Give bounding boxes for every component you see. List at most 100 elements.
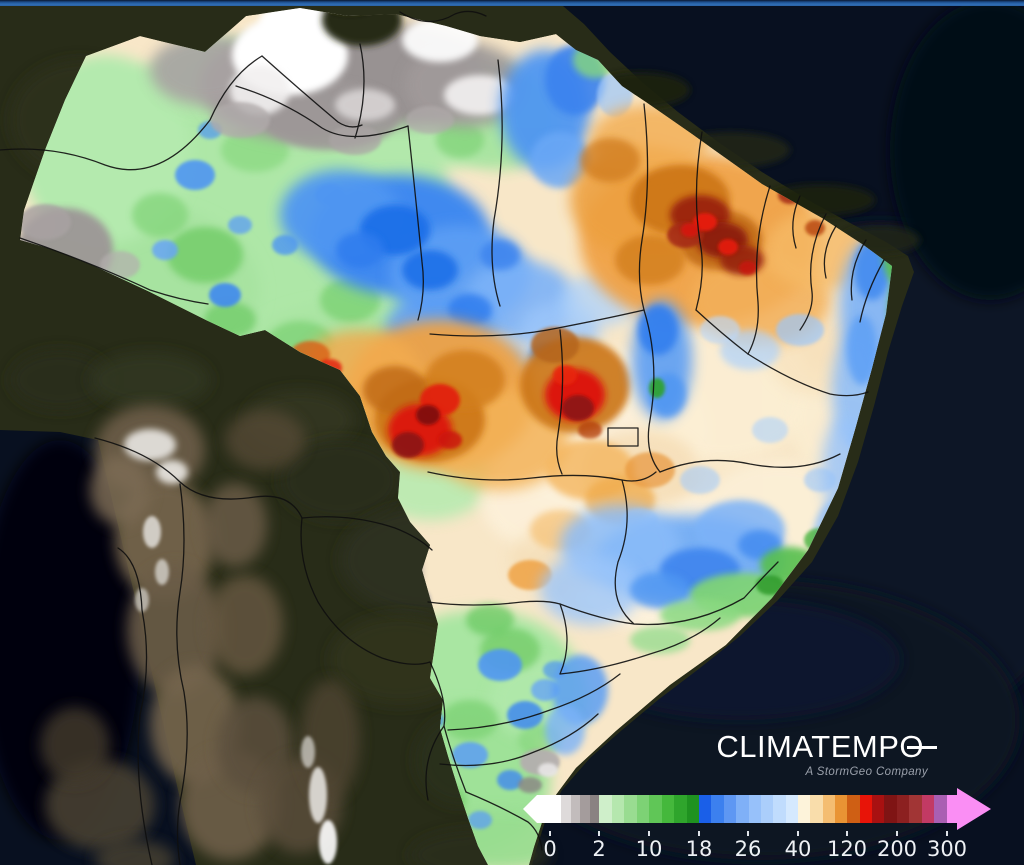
map-blob [847,315,877,385]
state-country-borders [0,10,885,865]
map-blob [562,395,594,421]
tick-label: 0 [543,837,557,861]
map-blob [442,700,498,740]
precipitation-field [20,8,892,865]
map-blob [152,240,178,260]
map-blob [638,305,678,355]
colorbar-segment [798,795,811,823]
brand-wordmark: CLIMATEMPO [716,731,940,762]
border-line [659,453,841,473]
map-blob [448,294,492,326]
map-blob [436,122,484,158]
colorbar-segment [859,795,873,823]
map-blob [175,160,215,190]
map-blob [531,327,579,363]
border-line [354,43,365,139]
map-blob [805,220,825,236]
map-blob [756,575,784,595]
map-blob [322,8,402,46]
map-blob [416,405,440,425]
map-blob [40,707,110,783]
colorbar-segment [847,795,860,823]
map-blob [890,0,1024,300]
colorbar [537,795,957,823]
map-blob [132,193,188,237]
precip-scale-legend: 0 2 10 18 26 40 120 200 300 [523,788,991,864]
map-blob [718,239,738,255]
tick-label: 120 [826,837,868,861]
border-line [695,131,703,311]
colorbar-segment [748,795,761,823]
colorbar-segment [773,795,786,823]
colorbar-ticks: 0 2 10 18 26 40 120 200 300 [537,830,991,864]
map-blob [480,240,520,270]
map-blob [497,770,523,790]
tick-label: 40 [784,837,812,861]
tick-mark [598,831,600,836]
colorbar-segment [624,795,637,823]
colorbar-segment [636,795,649,823]
map-blob [615,235,685,285]
map-blob [625,452,675,488]
map-blob [203,483,267,567]
map-blob [578,421,602,439]
map-blob [207,575,283,675]
border-line [300,517,431,665]
border-line [559,603,721,675]
colorbar-segment [674,795,687,823]
colorbar-segment [611,795,624,823]
map-blob [531,679,559,701]
logo-o: O [899,731,938,762]
map-blob [553,365,577,385]
map-blob [90,455,150,525]
map-blob [580,138,640,182]
map-blob [700,316,740,344]
border-line [747,185,771,355]
border-line [425,725,445,801]
border-line [407,125,424,321]
map-blob [228,216,252,234]
colorbar-segment [921,795,935,823]
map-blob [225,410,305,470]
logo-o-dash-icon [907,745,938,749]
map-blob [301,736,315,768]
colorbar-segment [785,795,799,823]
precipitation-blobs [20,8,892,865]
tick-mark [648,831,650,836]
map-blob [135,588,149,612]
map-blob [466,604,514,636]
brand-tagline: A StormGeo Company [805,766,928,778]
colorbar-segment [723,795,737,823]
map-blob [209,283,241,307]
colorbar-segment [909,795,922,823]
border-line [19,237,209,305]
colorbar-segment [934,795,947,823]
map-blob [545,705,585,755]
tick-mark [846,831,848,836]
map-blob [680,466,720,494]
colorbar-segment [946,795,957,823]
map-blob [329,125,381,155]
map-blob [335,89,395,121]
map-blob [438,431,462,449]
map-blob [90,352,210,408]
map-blob [155,559,169,585]
colorbar-segment [661,795,674,823]
scale-right-arrow-icon [956,788,991,830]
map-blob [518,777,542,793]
colorbar-segment [835,795,848,823]
border-line [747,353,869,397]
border-line [823,225,837,279]
map-blob [406,106,454,134]
colorbar-segment [736,795,749,823]
colorbar-segment [711,795,724,823]
border-line [607,427,639,447]
border-line [799,213,827,331]
map-blob [336,232,384,268]
tick-mark [747,831,749,836]
map-blob [363,366,427,414]
map-blob [309,767,327,823]
border-line [261,55,363,128]
